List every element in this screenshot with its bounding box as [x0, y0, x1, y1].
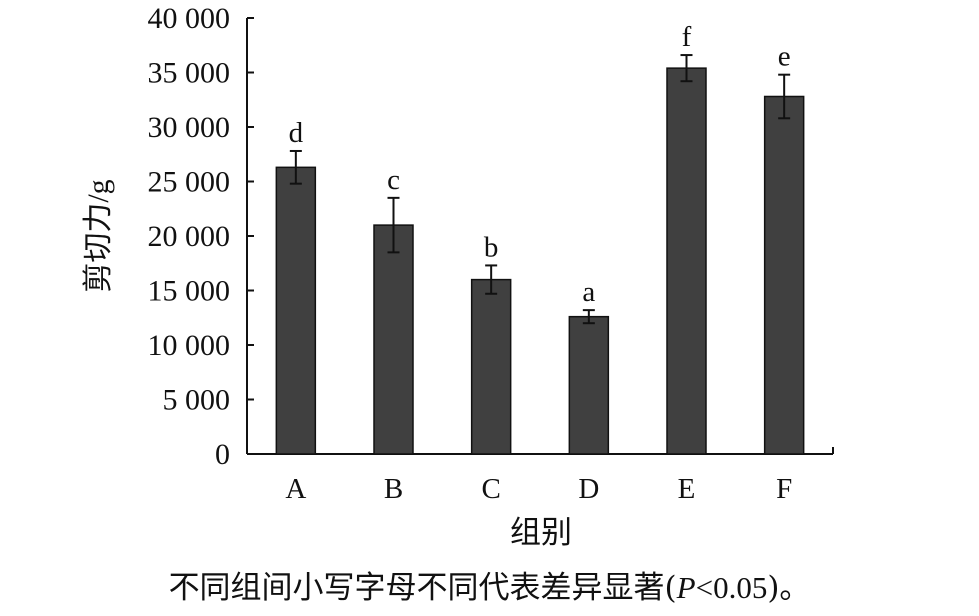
caption-p-symbol: P — [676, 570, 696, 605]
y-tick-label: 40 000 — [148, 2, 231, 35]
y-tick-label: 30 000 — [148, 111, 231, 144]
bar-chart: 0 5 000 10 000 15 000 20 000 25 000 30 000 35 0… — [82, 2, 834, 550]
x-tick-label: E — [678, 473, 696, 505]
significance-letter: b — [484, 231, 499, 263]
bar — [666, 67, 707, 455]
x-tick-label: F — [776, 473, 792, 505]
y-tick-label: 20 000 — [148, 220, 231, 253]
bar — [568, 315, 610, 455]
y-tick-label: 0 — [215, 438, 230, 471]
bar — [275, 166, 317, 455]
x-tick-label: B — [384, 473, 403, 505]
y-axis-ticks: 0 5 000 10 000 15 000 20 000 25 000 30 000 35 0… — [148, 2, 254, 471]
x-tick-label: D — [578, 473, 599, 505]
caption-p-value: <0.05 — [695, 570, 768, 605]
significance-letter: c — [387, 164, 400, 196]
significance-letter: d — [289, 117, 304, 149]
bars: d c b a f e — [275, 21, 805, 455]
bar — [373, 224, 414, 455]
significance-letter: e — [778, 41, 791, 73]
caption-prefix: 不同组间小写字母不同代表差异显著( — [168, 570, 677, 606]
bar — [470, 278, 512, 455]
y-tick-label: 5 000 — [163, 384, 231, 417]
chart-axes — [246, 18, 834, 455]
y-tick-label: 35 000 — [148, 57, 231, 90]
x-tick-label: C — [481, 473, 500, 505]
bar — [763, 95, 805, 455]
y-tick-label: 10 000 — [148, 329, 231, 362]
y-tick-label: 25 000 — [148, 166, 231, 199]
y-axis-title: 剪切力/g — [82, 179, 115, 292]
x-axis-labels: A B C D E F — [285, 473, 792, 505]
significance-letter: a — [582, 276, 595, 308]
caption-suffix: )。 — [767, 570, 811, 606]
x-axis-title: 组别 — [510, 515, 572, 550]
figure-caption: 不同组间小写字母不同代表差异显著(P<0.05)。 — [0, 562, 979, 607]
x-tick-label: A — [285, 473, 306, 505]
y-tick-label: 15 000 — [148, 275, 231, 308]
significance-letter: f — [682, 21, 692, 53]
